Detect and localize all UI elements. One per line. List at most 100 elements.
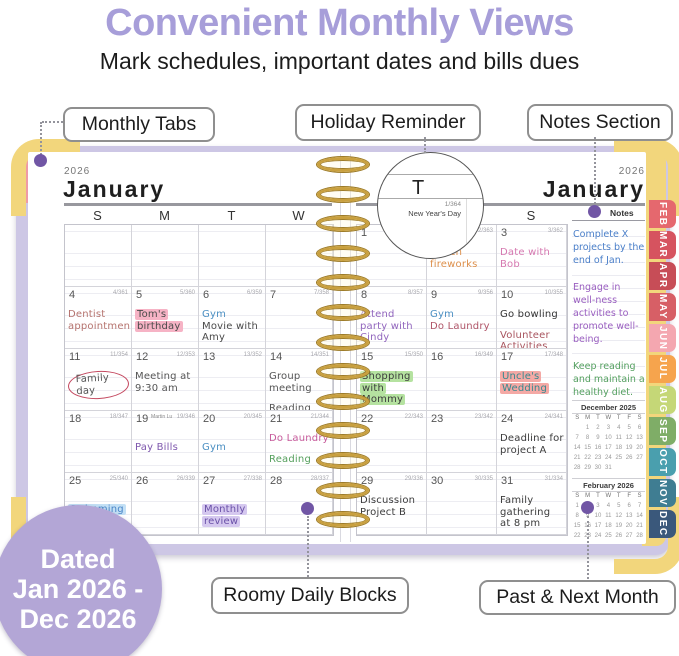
weekday-label: S xyxy=(526,208,536,223)
calendar-entry: Monthly review xyxy=(201,504,264,527)
tab-label: MAY xyxy=(657,294,668,320)
day-entries xyxy=(201,365,264,410)
day-of-year: 12/353 xyxy=(176,352,195,358)
spiral-coil xyxy=(317,186,369,202)
mini-calendar-day: 21 xyxy=(636,523,643,529)
day-cell-26: 26 26/339 xyxy=(132,473,199,535)
day-cell-header: 23 23/342 xyxy=(427,411,496,425)
day-entries xyxy=(429,365,495,410)
day-number: 31 xyxy=(501,475,514,487)
mini-calendar-day: 20 xyxy=(636,445,643,451)
day-cell-header: 5 5/360 xyxy=(132,287,198,301)
connector-line-past-next-month xyxy=(587,516,589,579)
day-number: 28 xyxy=(270,475,283,487)
day-cell-13: 13 13/352 xyxy=(199,349,266,411)
day-cell-header: 7 7/358 xyxy=(266,287,332,301)
spiral-coil xyxy=(317,393,369,409)
spiral-coil xyxy=(317,512,369,528)
connector-line-notes-section xyxy=(594,137,596,204)
callout-roomy-daily-blocks: Roomy Daily Blocks xyxy=(211,577,409,614)
calendar-entry: Uncle's Wedding xyxy=(499,371,565,394)
day-cell-header xyxy=(65,225,131,228)
mini-calendar-weekday: W xyxy=(605,493,612,499)
calendar-entry: Discussion Project B xyxy=(359,495,425,518)
day-number: 29 xyxy=(361,475,374,487)
day-entries: Do Laundry Reading xyxy=(268,427,331,472)
spiral-coil xyxy=(317,305,369,320)
calendar-entry-text: Monthly review xyxy=(202,504,248,527)
mini-calendar-day: 5 xyxy=(617,503,621,509)
tab-dec: DEC xyxy=(649,510,676,538)
mini-calendar-day: 9 xyxy=(596,435,600,441)
day-of-year: 21/344 xyxy=(310,414,329,420)
day-entries: Discussion Project B xyxy=(359,489,425,534)
mini-calendar-weekday: S xyxy=(637,493,642,499)
day-entries xyxy=(359,427,425,472)
mini-calendar-weekday: T xyxy=(616,493,621,499)
day-number: 15 xyxy=(361,351,374,363)
tab-label: OCT xyxy=(657,449,668,475)
day-of-year xyxy=(128,225,131,228)
tab-feb: FEB xyxy=(649,200,676,228)
day-number: 20 xyxy=(203,413,216,425)
day-of-year: 9/356 xyxy=(477,290,493,296)
day-cell-header: 28 28/337 xyxy=(266,473,332,487)
day-of-year: 19/346 xyxy=(176,414,195,420)
day-number: 9 xyxy=(431,289,438,301)
day-number: 26 xyxy=(136,475,149,487)
notes-label: Notes xyxy=(610,208,634,218)
left-month-grid: 4 4/361 Dentist appointment 5 5/360 Tom's bir… xyxy=(64,224,334,536)
day-entries: Dentist appointment xyxy=(67,303,130,348)
mini-calendar-weekday: F xyxy=(627,493,631,499)
day-number: 1 xyxy=(361,227,368,239)
mini-calendar-weekday: T xyxy=(596,493,600,499)
tab-sep: SEP xyxy=(649,417,676,445)
day-entries: Monthly review xyxy=(201,489,264,534)
mini-calendar-december-2025: December 2025 S M T W T F S 1 2 3 4 5 6 7 8 9 10 11 12 13 14 1… xyxy=(572,400,645,475)
day-of-year: 13/352 xyxy=(243,352,262,358)
calendar-entry: Gym xyxy=(429,309,495,321)
tab-oct: OCT xyxy=(649,448,676,476)
day-cell-header: 11 11/354 xyxy=(65,349,131,363)
mini-calendar-day: 22 xyxy=(573,533,581,539)
day-number: 14 xyxy=(270,351,283,363)
day-of-year: 10/355 xyxy=(544,290,563,296)
tab-label: SEP xyxy=(657,418,668,444)
day-of-year xyxy=(195,225,198,228)
day-cell-20: 20 20/345 Gym xyxy=(199,411,266,473)
calendar-entry-text: Reading xyxy=(269,403,311,410)
day-cell-header: 14 14/351 xyxy=(266,349,332,363)
tab-label: DEC xyxy=(657,511,668,537)
mini-calendar-title: December 2025 xyxy=(572,400,645,414)
mini-calendar-day: 31 xyxy=(605,465,612,471)
spiral-coil xyxy=(317,216,369,232)
day-entries: Gym Movie with Amy xyxy=(201,303,264,348)
mini-calendar-day: 25 xyxy=(615,455,623,461)
mini-calendar-day: 16 xyxy=(594,445,602,451)
mini-calendar-day: 18 xyxy=(605,523,612,529)
day-number: 7 xyxy=(270,289,277,301)
mini-calendar-day xyxy=(624,465,634,475)
day-entries xyxy=(134,241,197,286)
mini-calendar-day: 7 xyxy=(575,435,579,441)
day-entries: Meeting at 9:30 am xyxy=(134,365,197,410)
mini-calendar-day: 20 xyxy=(625,523,633,529)
callout-holiday-reminder: Holiday Reminder xyxy=(295,104,481,141)
mini-calendar-day: 1 xyxy=(585,425,590,431)
tab-mar: MAR xyxy=(649,231,676,259)
spiral-coil xyxy=(317,275,369,291)
calendar-entry-text: Volunteer Activities xyxy=(500,329,550,349)
day-entries xyxy=(429,427,495,472)
day-cell-29: 29 29/336 Discussion Project B xyxy=(357,473,427,535)
tab-apr: APR xyxy=(649,262,676,290)
spiral-coil xyxy=(317,157,369,172)
day-cell-30: 30 30/335 xyxy=(427,473,497,535)
weekday-label: T xyxy=(227,208,236,223)
calendar-entry: Group meeting xyxy=(268,371,331,394)
day-cell-27: 27 27/338 Monthly review xyxy=(199,473,266,535)
day-number: 6 xyxy=(203,289,210,301)
right-page-divider xyxy=(356,203,645,206)
day-entries: Shopping with Mommy xyxy=(359,365,425,410)
